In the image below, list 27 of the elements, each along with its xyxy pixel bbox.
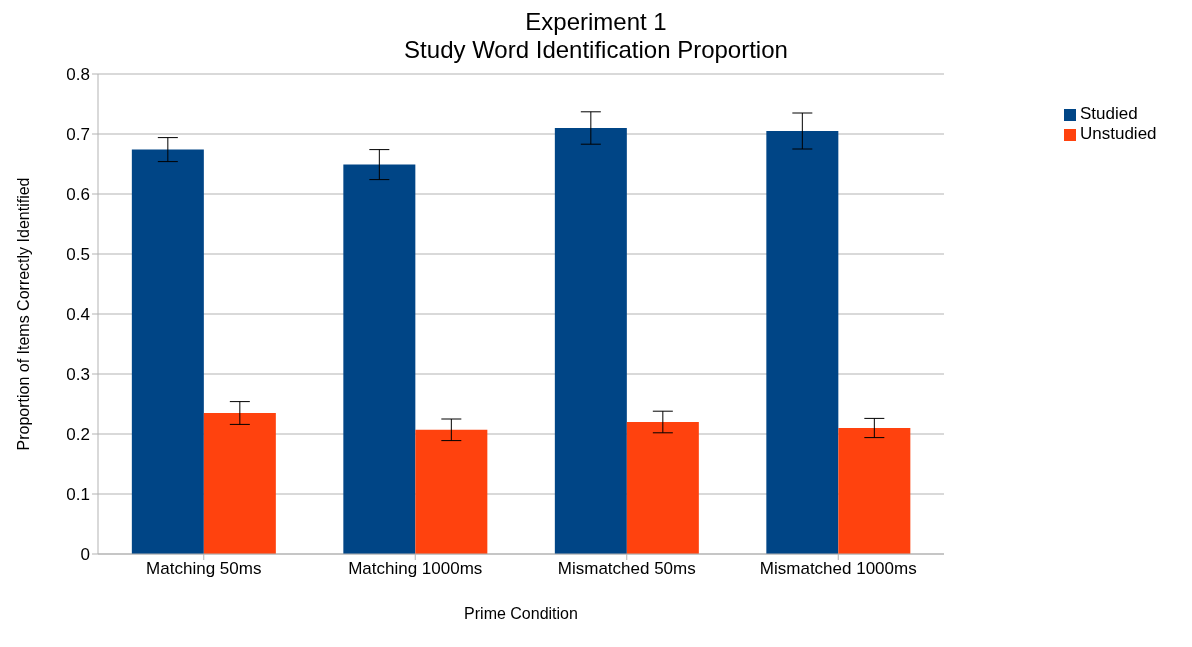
bar — [203, 413, 276, 554]
y-tick-label: 0.2 — [66, 425, 90, 445]
bar — [838, 428, 911, 554]
y-tick-label: 0.4 — [66, 305, 90, 325]
bar — [766, 131, 839, 554]
chart-title: Experiment 1 — [524, 8, 668, 36]
x-tick-label: Mismatched 50ms — [557, 559, 696, 579]
bar — [131, 149, 204, 554]
y-tick-label: 0.5 — [66, 245, 90, 265]
y-tick-label: 0.8 — [66, 65, 90, 85]
y-tick-label: 0 — [80, 545, 90, 565]
x-tick-label: Matching 50ms — [146, 559, 262, 579]
x-axis-title: Prime Condition — [464, 605, 578, 622]
y-tick-label: 0.6 — [66, 185, 90, 205]
bar — [554, 128, 627, 554]
x-tick-label: Matching 1000ms — [348, 559, 483, 579]
y-tick-label: 0.1 — [66, 485, 90, 505]
y-tick-label: 0.7 — [66, 125, 90, 145]
x-tick-label: Mismatched 1000ms — [759, 559, 917, 579]
bar — [415, 429, 488, 554]
bar — [343, 164, 416, 554]
legend-label: Unstudied — [1080, 124, 1157, 143]
y-axis-title: Proportion of Items Correctly Identified — [14, 177, 32, 451]
chart-subtitle: Study Word Identification Proportion — [403, 36, 789, 64]
y-tick-label: 0.3 — [66, 365, 90, 385]
bar — [626, 422, 699, 554]
legend-label: Studied — [1080, 104, 1138, 123]
